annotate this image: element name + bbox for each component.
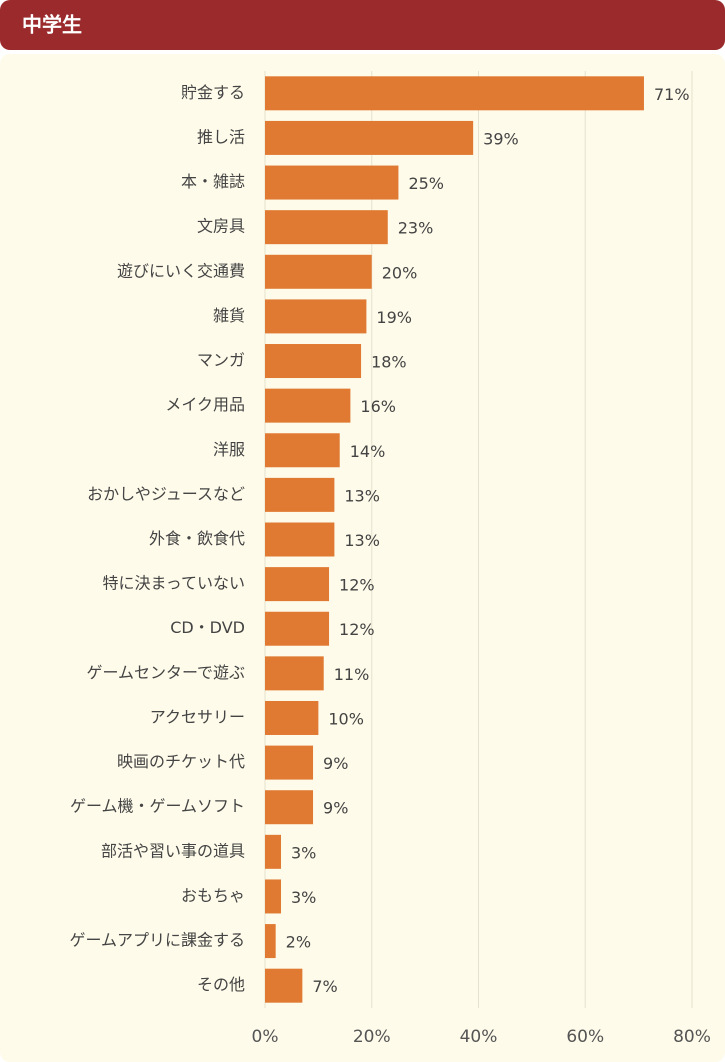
y-tick-label: ゲームセンターで遊ぶ: [86, 663, 245, 682]
value-label: 16%: [360, 397, 396, 416]
bar: [265, 120, 474, 155]
y-tick-label: 外食・飲食代: [149, 529, 245, 548]
y-tick-label: ゲーム機・ゲームソフト: [70, 797, 245, 816]
card-background: [0, 54, 725, 1062]
y-tick-label: 文房具: [197, 217, 245, 236]
y-tick-label: アクセサリー: [150, 707, 245, 726]
value-label: 23%: [398, 219, 434, 238]
x-tick-label: 60%: [566, 1027, 604, 1047]
value-label: 10%: [328, 709, 364, 728]
bar: [265, 567, 330, 602]
value-label: 13%: [344, 486, 380, 505]
bar: [265, 76, 644, 111]
bar: [265, 656, 324, 691]
value-label: 11%: [334, 665, 370, 684]
y-tick-label: 本・雑誌: [181, 172, 245, 191]
y-tick-label: 部活や習い事の道具: [101, 841, 245, 860]
value-label: 3%: [291, 843, 316, 862]
value-label: 13%: [344, 531, 380, 550]
y-tick-label: おもちゃ: [181, 886, 245, 905]
value-label: 12%: [339, 620, 375, 639]
bar: [265, 834, 282, 869]
bar: [265, 210, 388, 245]
y-tick-label: メイク用品: [165, 395, 245, 414]
bar: [265, 388, 351, 423]
bar: [265, 700, 319, 735]
x-tick-label: 40%: [460, 1027, 498, 1047]
value-label: 39%: [483, 129, 519, 148]
bar: [265, 522, 335, 557]
value-label: 18%: [371, 353, 407, 372]
x-tick-label: 0%: [252, 1027, 279, 1047]
value-label: 7%: [312, 977, 337, 996]
y-tick-label: CD・DVD: [170, 618, 245, 637]
y-tick-label: 遊びにいく交通費: [117, 261, 245, 280]
value-label: 14%: [350, 442, 386, 461]
bar: [265, 344, 362, 379]
bar: [265, 165, 399, 200]
y-tick-label: マンガ: [197, 351, 245, 370]
bar: [265, 879, 282, 914]
value-label: 12%: [339, 576, 375, 595]
bar: [265, 433, 340, 468]
y-tick-label: ゲームアプリに課金する: [69, 931, 245, 950]
y-tick-label: おかしやジュースなど: [87, 484, 245, 503]
bar: [265, 299, 367, 334]
bar: [265, 477, 335, 512]
value-label: 71%: [654, 85, 690, 104]
y-tick-label: 洋服: [213, 440, 245, 459]
x-tick-label: 80%: [673, 1027, 711, 1047]
bar: [265, 924, 276, 959]
value-label: 2%: [286, 933, 311, 952]
y-tick-label: 映画のチケット代: [117, 752, 245, 771]
value-label: 9%: [323, 754, 348, 773]
bar: [265, 790, 314, 825]
y-tick-label: 特に決まっていない: [102, 574, 245, 593]
header: [0, 0, 725, 50]
y-tick-label: その他: [197, 975, 245, 994]
value-label: 3%: [291, 888, 316, 907]
x-tick-label: 20%: [353, 1027, 391, 1047]
y-tick-label: 推し活: [197, 127, 245, 146]
value-label: 20%: [382, 263, 418, 282]
value-label: 9%: [323, 799, 348, 818]
value-label: 19%: [376, 308, 412, 327]
y-tick-label: 雑貨: [213, 306, 245, 325]
bar: [265, 968, 303, 1003]
bar: [265, 611, 330, 646]
y-tick-label: 貯金する: [181, 83, 245, 102]
chart-title: 中学生: [22, 13, 82, 37]
bar: [265, 254, 372, 289]
value-label: 25%: [408, 174, 444, 193]
bar: [265, 745, 314, 780]
